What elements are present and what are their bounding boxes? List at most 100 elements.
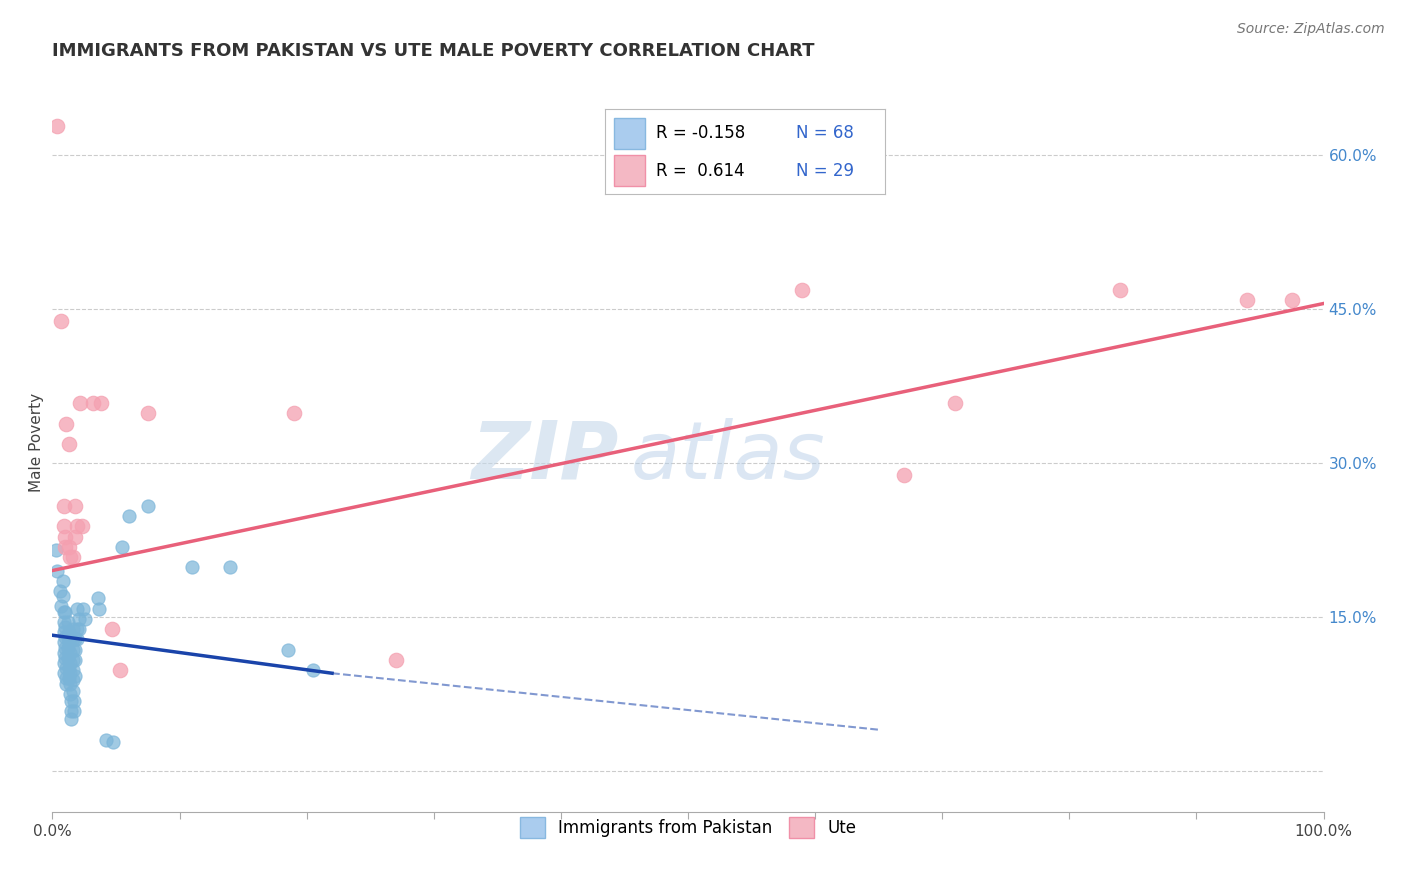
Point (51, 574, 73, 588)
Point (46, 564, 69, 578)
Y-axis label: Male Poverty: Male Poverty (30, 392, 44, 491)
Point (55, 676, 77, 690)
Point (70, 519, 93, 533)
Point (56, 640, 79, 655)
Point (60, 704, 83, 718)
Point (53, 630, 76, 644)
Point (65, 499, 87, 513)
Point (283, 406, 305, 420)
Point (52, 519, 75, 533)
Point (89, 601, 111, 615)
Point (51, 314, 73, 328)
Legend: Immigrants from Pakistan, Ute: Immigrants from Pakistan, Ute (513, 811, 863, 844)
Point (53, 650, 76, 665)
Point (384, 653, 406, 667)
Point (63, 694, 86, 708)
Point (1236, 293, 1258, 308)
Point (108, 663, 131, 677)
Point (67, 612, 90, 626)
Point (302, 663, 325, 677)
Point (65, 519, 87, 533)
Text: IMMIGRANTS FROM PAKISTAN VS UTE MALE POVERTY CORRELATION CHART: IMMIGRANTS FROM PAKISTAN VS UTE MALE POV… (52, 42, 815, 60)
Point (893, 468, 915, 483)
Point (75, 612, 97, 626)
Point (52, 605, 75, 619)
Point (45, 543, 67, 558)
Point (943, 396, 966, 410)
Point (65, 669, 87, 683)
Point (56, 650, 79, 665)
Point (65, 622, 87, 636)
Point (65, 632, 87, 647)
Point (792, 283, 814, 297)
Point (1281, 293, 1303, 308)
Point (63, 704, 86, 718)
Point (59, 646, 82, 660)
Point (58, 540, 80, 554)
Point (60, 713, 83, 727)
Point (46, 119, 69, 133)
Point (53, 530, 76, 544)
Point (52, 499, 75, 513)
Point (65, 642, 87, 657)
Point (51, 599, 73, 614)
Point (65, 530, 87, 544)
Point (1109, 283, 1132, 297)
Point (136, 406, 159, 420)
Point (69, 396, 91, 410)
Point (87, 591, 110, 606)
Point (181, 560, 204, 574)
Point (58, 437, 80, 451)
Point (65, 653, 87, 667)
Point (52, 646, 75, 660)
Point (90, 396, 112, 410)
Point (62, 632, 84, 647)
Point (52, 656, 75, 670)
Point (118, 509, 141, 524)
Point (62, 642, 84, 657)
Point (52, 625, 75, 640)
Point (58, 625, 80, 640)
Point (60, 694, 83, 708)
Point (82, 396, 104, 410)
Point (58, 635, 80, 649)
Point (103, 735, 125, 749)
Point (53, 605, 76, 619)
Point (72, 601, 94, 615)
Point (67, 622, 90, 636)
Point (111, 540, 134, 554)
Point (101, 622, 124, 636)
Point (59, 687, 82, 701)
Text: ZIP: ZIP (471, 418, 619, 496)
Point (65, 632, 87, 647)
Point (58, 671, 80, 685)
Point (52, 666, 75, 681)
Point (62, 663, 84, 677)
Point (136, 499, 159, 513)
Point (51, 589, 73, 603)
Point (55, 417, 77, 431)
Point (219, 560, 242, 574)
Point (56, 630, 79, 644)
Point (49, 584, 72, 599)
Point (53, 620, 76, 634)
Point (59, 656, 82, 670)
Point (52, 635, 75, 649)
Point (62, 683, 84, 698)
Point (59, 676, 82, 690)
Point (277, 642, 299, 657)
Text: atlas: atlas (631, 418, 825, 496)
Text: Source: ZipAtlas.com: Source: ZipAtlas.com (1237, 22, 1385, 37)
Point (55, 671, 77, 685)
Point (59, 666, 82, 681)
Point (53, 540, 76, 554)
Point (62, 673, 84, 688)
Point (52, 615, 75, 629)
Point (53, 640, 76, 655)
Point (56, 615, 79, 629)
Point (62, 622, 84, 636)
Point (58, 661, 80, 675)
Point (59, 550, 82, 565)
Point (65, 601, 87, 615)
Point (94, 733, 117, 747)
